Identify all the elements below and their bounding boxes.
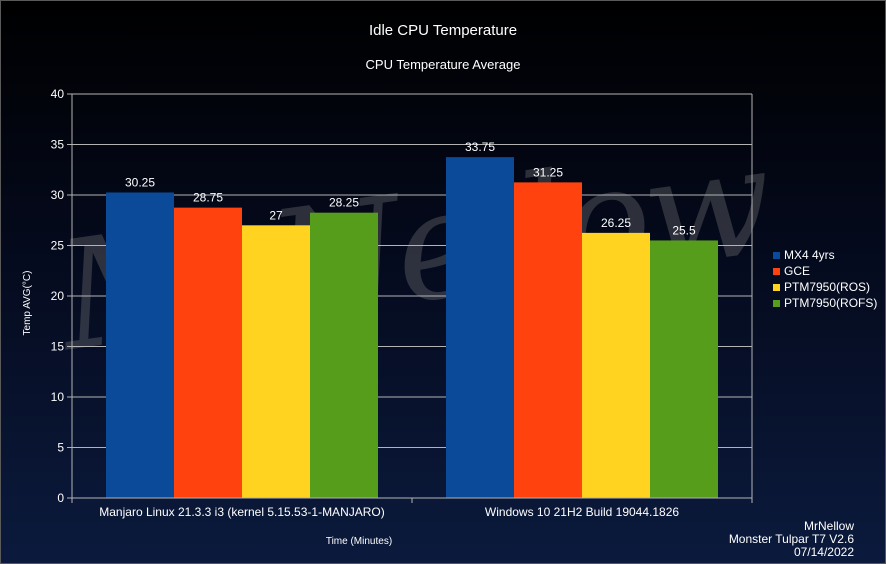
- bar-ptm7950-ros--1: [582, 232, 650, 498]
- data-label: 27: [269, 208, 283, 222]
- y-tick-label: 5: [57, 441, 64, 455]
- legend-label: GCE: [784, 264, 810, 278]
- x-tick-label: Manjaro Linux 21.3.3 i3 (kernel 5.15.53-…: [99, 505, 384, 519]
- y-axis-ticks: 0 5 10 15 20 25 30 35 40: [51, 87, 65, 505]
- bar-ptm7950-rofs--0: [310, 212, 378, 499]
- legend-swatch: [773, 268, 780, 275]
- legend-swatch: [773, 284, 780, 291]
- bar-mx4-4yrs-0: [106, 192, 174, 498]
- bar-gce-1: [514, 182, 582, 498]
- data-label: 28.25: [329, 196, 359, 210]
- data-label: 31.25: [533, 165, 563, 179]
- bar-ptm7950-rofs--1: [650, 240, 718, 498]
- bar-ptm7950-ros--0: [242, 225, 310, 499]
- chart-subtitle: CPU Temperature Average: [366, 57, 521, 72]
- data-label: 25.5: [672, 223, 696, 237]
- credit-author: MrNellow: [804, 519, 854, 533]
- bar-gce-0: [174, 207, 242, 498]
- y-axis-label: Temp AVG(°C): [22, 271, 33, 336]
- data-labels: 30.25 28.75 27 28.25 33.75 31.25 26.25 25.5: [125, 140, 696, 237]
- credit-date: 07/14/2022: [794, 545, 854, 559]
- legend-label: MX4 4yrs: [784, 248, 835, 262]
- legend: MX4 4yrs GCE PTM7950(ROS) PTM7950(ROFS): [773, 248, 877, 310]
- y-tick-label: 40: [51, 87, 65, 101]
- y-tick-label: 10: [51, 390, 65, 404]
- bars-group: [106, 157, 718, 499]
- y-tick-label: 25: [51, 239, 65, 253]
- y-tick-label: 35: [51, 138, 65, 152]
- x-tick-label: Windows 10 21H2 Build 19044.1826: [485, 505, 679, 519]
- data-label: 33.75: [465, 140, 495, 154]
- x-axis-ticks: Manjaro Linux 21.3.3 i3 (kernel 5.15.53-…: [71, 497, 753, 519]
- x-axis-label: Time (Minutes): [326, 536, 392, 547]
- legend-label: PTM7950(ROFS): [784, 296, 877, 310]
- y-tick-label: 15: [51, 340, 65, 354]
- chart-title: Idle CPU Temperature: [369, 22, 517, 39]
- legend-label: PTM7950(ROS): [784, 280, 870, 294]
- y-tick-label: 20: [51, 289, 65, 303]
- y-tick-label: 0: [57, 491, 64, 505]
- data-label: 30.25: [125, 175, 155, 189]
- credit-device: Monster Tulpar T7 V2.6: [729, 532, 855, 546]
- data-label: 26.25: [601, 216, 631, 230]
- legend-swatch: [773, 252, 780, 259]
- data-label: 28.75: [193, 191, 223, 205]
- legend-swatch: [773, 300, 780, 307]
- bar-mx4-4yrs-1: [446, 157, 514, 498]
- y-tick-label: 30: [51, 188, 65, 202]
